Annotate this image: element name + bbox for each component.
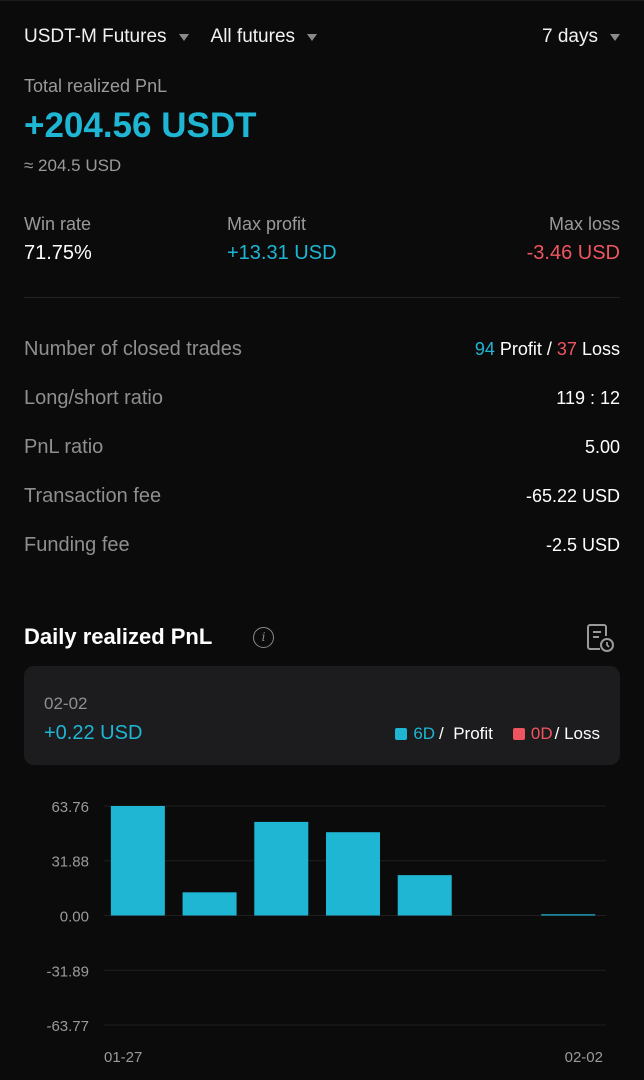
caret-down-icon xyxy=(610,33,620,41)
transaction-fee-label: Transaction fee xyxy=(24,485,162,507)
funding-fee-value: -2.5 USD xyxy=(545,535,620,555)
caret-down-icon xyxy=(178,33,189,41)
y-tick-label: 31.88 xyxy=(51,854,89,871)
total-pnl-label: Total realized PnL xyxy=(24,76,168,96)
profit-legend-label: / Profit xyxy=(439,724,493,743)
bar-01-30 xyxy=(326,832,380,916)
y-tick-label: 0.00 xyxy=(60,908,89,925)
loss-legend-label: / Loss xyxy=(554,724,600,743)
profit-days: 6D xyxy=(413,724,436,743)
long-short-value: 119 : 12 xyxy=(556,388,620,408)
max-loss-value: -3.46 USD xyxy=(526,242,620,264)
transaction-fee-row: Transaction fee -65.22 USD xyxy=(24,472,620,521)
closed-trades-value: 94 Profit / 37 Loss xyxy=(475,339,620,360)
chart-legend: 6D / Profit 0D / Loss xyxy=(375,724,600,744)
bar-02-02 xyxy=(541,914,596,916)
daily-summary-card: 02-02 +0.22 USD 6D / Profit 0D / Loss xyxy=(24,666,620,765)
slash-separator: / xyxy=(546,339,552,359)
caret-down-icon xyxy=(307,33,318,41)
period-dropdown-label: 7 days xyxy=(542,26,598,47)
loss-count: 37 xyxy=(556,339,577,359)
total-pnl-usd-approx: ≈ 204.5 USD xyxy=(24,156,122,175)
total-pnl-value: +204.56 USDT xyxy=(24,106,257,145)
profit-swatch xyxy=(395,728,408,740)
max-loss-label: Max loss xyxy=(548,214,620,234)
section-divider xyxy=(24,297,620,298)
filter-bar: USDT-M Futures All futures 7 days xyxy=(24,22,620,52)
pnl-ratio-label: PnL ratio xyxy=(24,436,104,458)
scope-dropdown-label: All futures xyxy=(210,26,296,47)
funding-fee-label: Funding fee xyxy=(24,534,130,556)
bar-01-27 xyxy=(110,806,165,916)
bar-01-29 xyxy=(254,821,309,916)
closed-trades-label: Number of closed trades xyxy=(24,338,242,360)
x-tick-label: 02-02 xyxy=(565,1049,603,1066)
legend-loss: 0D / Loss xyxy=(512,724,600,744)
bar-01-28 xyxy=(182,892,237,916)
win-rate-value: 71.75% xyxy=(24,242,92,264)
period-dropdown[interactable]: 7 days xyxy=(542,26,620,48)
report-clock-icon[interactable] xyxy=(584,621,616,653)
y-tick-label: -63.77 xyxy=(46,1018,89,1035)
scope-dropdown[interactable]: All futures xyxy=(210,26,318,48)
details-list: Number of closed trades 94 Profit / 37 L… xyxy=(24,325,620,570)
loss-word: Loss xyxy=(581,339,620,359)
market-dropdown-label: USDT-M Futures xyxy=(24,26,167,47)
pnl-ratio-value: 5.00 xyxy=(584,437,620,457)
selected-date: 02-02 xyxy=(44,694,88,713)
pnl-ratio-row: PnL ratio 5.00 xyxy=(24,423,620,472)
long-short-row: Long/short ratio 119 : 12 xyxy=(24,374,620,423)
closed-trades-row: Number of closed trades 94 Profit / 37 L… xyxy=(24,325,620,374)
daily-pnl-title: Daily realized PnL xyxy=(24,624,213,649)
max-profit-label: Max profit xyxy=(227,214,307,234)
loss-days: 0D xyxy=(530,724,553,743)
y-tick-label: -31.89 xyxy=(46,963,89,980)
y-tick-label: 63.76 xyxy=(51,799,89,816)
long-short-label: Long/short ratio xyxy=(24,387,163,409)
max-profit-value: +13.31 USD xyxy=(227,242,337,264)
profit-word: Profit xyxy=(499,339,542,359)
win-rate-label: Win rate xyxy=(24,214,92,234)
bar-01-31 xyxy=(397,875,452,916)
daily-pnl-chart[interactable]: 63.76 31.88 0.00 -31.89 -63.77 01-27 02-02 xyxy=(0,780,644,1080)
max-loss-stat: Max loss -3.46 USD xyxy=(527,214,620,265)
max-profit-stat: Max profit +13.31 USD xyxy=(227,214,337,265)
x-tick-label: 01-27 xyxy=(104,1049,142,1066)
funding-fee-row: Funding fee -2.5 USD xyxy=(24,521,620,570)
market-dropdown[interactable]: USDT-M Futures xyxy=(24,26,189,48)
summary-stats: Win rate 71.75% Max profit +13.31 USD Ma… xyxy=(24,214,620,270)
transaction-fee-value: -65.22 USD xyxy=(525,486,620,506)
loss-swatch xyxy=(512,728,525,740)
selected-date-pnl: +0.22 USD xyxy=(44,722,143,744)
info-icon[interactable]: i xyxy=(253,627,274,648)
top-divider xyxy=(0,0,644,1)
profit-count: 94 xyxy=(474,339,495,359)
legend-profit: 6D / Profit xyxy=(395,724,493,744)
win-rate-stat: Win rate 71.75% xyxy=(24,214,92,265)
